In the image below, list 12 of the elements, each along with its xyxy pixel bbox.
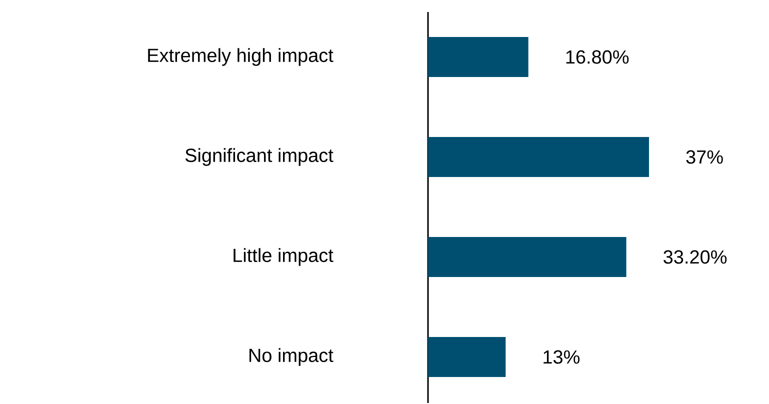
bar — [428, 137, 649, 178]
y-tick-label: Little impact — [234, 248, 334, 266]
y-tick-label: Extremely high impact — [148, 48, 334, 66]
bar — [428, 337, 506, 378]
data-label: 33.20% — [664, 250, 727, 264]
data-label: 13% — [544, 350, 580, 364]
bar — [428, 237, 626, 278]
y-tick-label: No impact — [249, 348, 334, 366]
data-label: 37% — [686, 150, 723, 164]
data-label: 16.80% — [566, 50, 629, 64]
bar — [428, 37, 528, 78]
y-tick-label: Significant impact — [185, 148, 334, 166]
